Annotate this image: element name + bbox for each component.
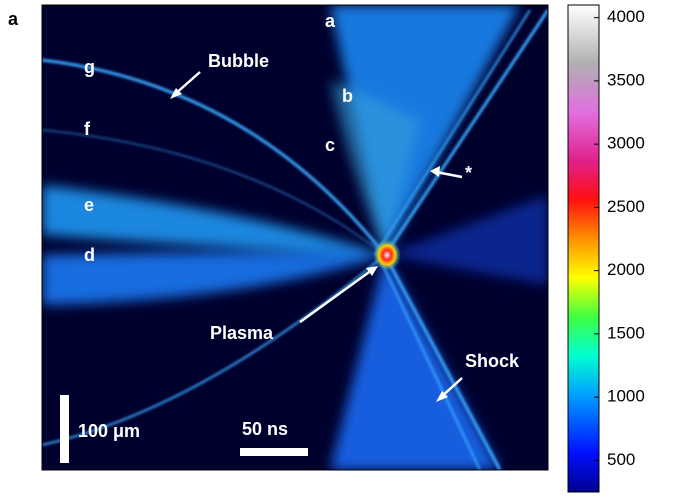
label-g: g: [84, 57, 95, 77]
label-f: f: [84, 119, 91, 139]
frame: [41, 4, 549, 471]
colorbar-tick-label: 4000: [607, 7, 645, 26]
label-plasma: Plasma: [210, 323, 274, 343]
label-e: e: [84, 195, 94, 215]
colorbar-tick-label: 1500: [607, 323, 645, 342]
streak-image: [42, 5, 548, 470]
colorbar-tick-label: 3500: [607, 70, 645, 89]
colorbar-tick-label: 500: [607, 450, 635, 469]
label-b: b: [342, 86, 353, 106]
label-a: a: [325, 11, 336, 31]
panel-label: a: [8, 9, 19, 29]
colorbar-tick-label: 1000: [607, 387, 645, 406]
scale-time: 50 ns: [242, 419, 288, 439]
scale-length: 100 μm: [78, 421, 140, 441]
colorbar-axis: 500 1000 1500 2000 2500 3000 3500 4000: [594, 7, 645, 469]
label-c: c: [325, 135, 335, 155]
label-d: d: [84, 245, 95, 265]
colorbar-tick-label: 3000: [607, 134, 645, 153]
colorbar-tick-label: 2000: [607, 260, 645, 279]
colorbar-tick-label: 2500: [607, 197, 645, 216]
label-star: *: [465, 163, 472, 183]
label-shock: Shock: [465, 351, 520, 371]
label-bubble: Bubble: [208, 51, 269, 71]
arrows: [60, 71, 463, 463]
colorbar: [567, 4, 600, 493]
